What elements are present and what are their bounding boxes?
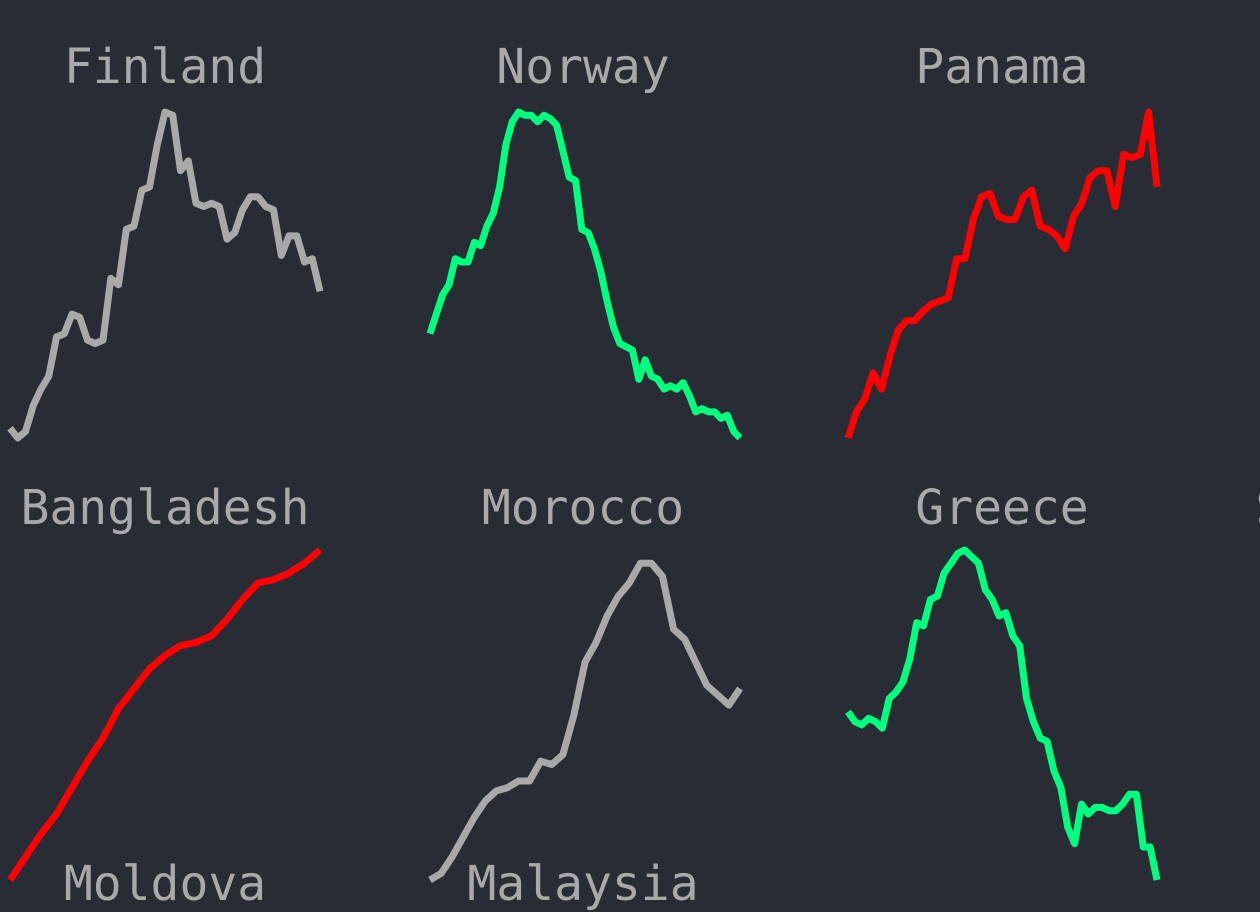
series-line-morocco xyxy=(428,559,743,884)
panel-title-panama: Panama xyxy=(915,39,1088,95)
panel-title-moldova: Moldova xyxy=(64,856,266,912)
panel-title-morocco: Morocco xyxy=(482,480,684,536)
series-line-finland xyxy=(7,108,324,442)
sparkline-panel-s: S xyxy=(1256,480,1260,536)
panel-title-greece: Greece xyxy=(915,480,1088,536)
sparkline-panel-greece: Greece xyxy=(845,480,1161,881)
series-line-panama xyxy=(844,108,1161,440)
series-line-bangladesh xyxy=(7,547,323,882)
panel-title-finland: Finland xyxy=(64,39,266,95)
series-line-greece xyxy=(845,546,1161,881)
panel-title-malaysia: Malaysia xyxy=(467,856,698,912)
panel-title-norway: Norway xyxy=(496,39,669,95)
sparkline-panel-panama: Panama xyxy=(844,39,1161,440)
panel-title-s: S xyxy=(1256,480,1260,536)
sparkline-panel-norway: Norway xyxy=(426,39,743,441)
sparkline-panel-finland: Finland xyxy=(7,39,324,442)
sparkline-panel-moldova: Moldova xyxy=(64,856,266,912)
series-line-norway xyxy=(426,108,743,441)
sparkline-panel-malaysia: Malaysia xyxy=(467,856,698,912)
panel-title-bangladesh: Bangladesh xyxy=(21,480,310,536)
sparkline-panel-morocco: Morocco xyxy=(428,480,743,884)
sparkline-panel-bangladesh: Bangladesh xyxy=(7,480,323,882)
